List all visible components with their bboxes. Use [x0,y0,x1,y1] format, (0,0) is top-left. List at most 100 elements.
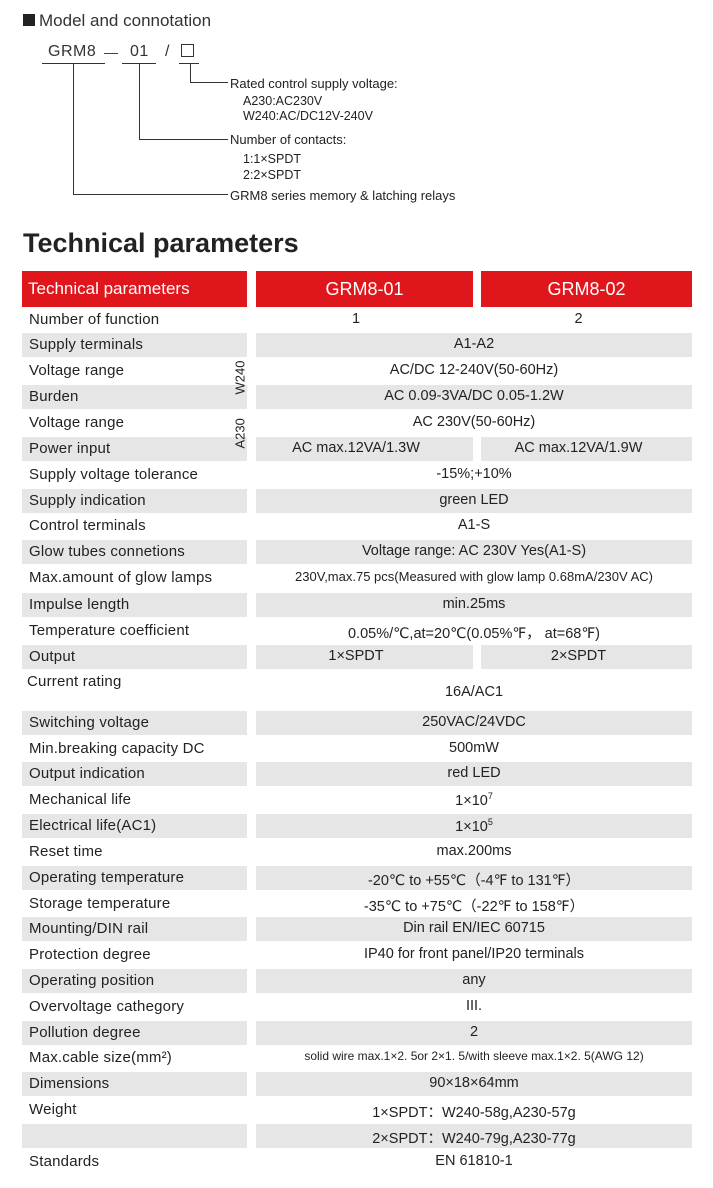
value-text: max.200ms [436,843,512,859]
value-exponent: 5 [487,817,493,827]
voltage-note-w240: W240:AC/DC12V-240V [243,109,373,123]
row-value-bg [256,333,692,357]
value-shared: max.200ms [256,843,692,859]
param-label: Supply terminals [29,336,144,353]
value-text: A1-A2 [453,336,495,352]
contacts-note-1: 1:1×SPDT [243,152,302,166]
param-label: Weight [29,1101,77,1118]
model-code-contacts: 01 [130,43,149,60]
value-grm8-02: 2×SPDT [550,648,607,664]
value-text: 16A/AC1 [444,684,504,700]
value-shared: AC/DC 12-240V(50-60Hz) [256,362,692,378]
value-exponent: 7 [487,791,493,801]
row-value-bg [481,645,692,669]
value-grm8-01: AC max.12VA/1.3W [292,440,420,456]
value-shared: 230V,max.75 pcs(Measured with glow lamp … [256,569,692,584]
value-shared: Din rail EN/IEC 60715 [256,920,692,936]
param-label: Protection degree [29,946,151,963]
value-shared: 2 [256,1024,692,1040]
value-text: 1×SPDT：W240-58g,A230-57g [372,1105,576,1121]
model-code-voltage-box [181,44,194,62]
value-shared: A1-S [256,517,692,533]
model-code-dash: — [104,44,119,60]
series-connector-v [73,63,74,194]
param-label: Electrical life(AC1) [29,817,157,834]
value-shared: 1×SPDT：W240-58g,A230-57g [256,1101,692,1122]
value-text: -20℃ to +55℃（-4℉ to 131℉） [367,873,581,889]
contacts-note-2: 2:2×SPDT [243,168,302,182]
value-text: A1-S [457,517,491,533]
group-label-w240: W240 [232,360,248,395]
row-value-bg [256,917,692,941]
voltage-note-a230: A230:AC230V [243,94,323,108]
tech-section-title: Technical parameters [23,228,299,258]
value-text: any [462,972,486,988]
value-shared: 90×18×64mm [256,1075,692,1091]
value-shared: 2×SPDT：W240-79g,A230-77g [256,1127,692,1148]
row-label-bg [22,762,247,786]
row-value-bg [256,385,692,409]
value-text: EN 61810-1 [435,1153,513,1169]
model-code-slash: / [165,43,170,60]
row-value-bg [256,437,473,461]
row-label-bg [22,437,247,461]
square-bullet-icon [23,14,35,26]
value-shared: green LED [256,492,692,508]
series-connector-h [73,194,228,195]
param-label: Current rating [27,673,122,690]
value-shared: any [256,972,692,988]
voltage-note-title: Rated control supply voltage: [230,76,398,91]
value-text: green LED [439,492,509,508]
row-label-bg [22,333,247,357]
header-grm8-02: GRM8-02 [481,271,692,307]
value-text: 2×SPDT：W240-79g,A230-77g [372,1131,576,1147]
value-shared: 500mW [256,740,692,756]
param-label: Max.cable size(mm²) [29,1049,172,1066]
contacts-connector-v [139,63,140,139]
value-text: III. [465,998,483,1014]
voltage-connector-h [190,82,228,83]
param-label: Voltage range [29,362,125,379]
value-text: AC 0.09-3VA/DC 0.05-1.2W [384,388,564,404]
value-text: -35℃ to +75℃（-22℉ to 158℉） [363,899,585,915]
param-label: Number of function [29,311,160,328]
row-value-bg [256,593,692,617]
model-code-series: GRM8 [48,43,97,60]
header-parameters: Technical parameters [22,271,247,307]
value-shared: -15%;+10% [256,466,692,482]
row-label-bg [22,969,247,993]
value-text: -15%;+10% [436,466,512,482]
row-value-bg [256,866,692,890]
value-shared: Voltage range: AC 230V Yes(A1-S) [256,543,692,559]
model-section-title: Model and connotation [23,11,211,31]
row-value-bg [256,540,692,564]
row-value-bg [256,645,473,669]
row-label-bg [22,1072,247,1096]
param-label: Mounting/DIN rail [29,920,149,937]
param-label: Storage temperature [29,895,171,912]
row-label-bg [22,645,247,669]
param-label: Control terminals [29,517,146,534]
value-text: AC/DC 12-240V(50-60Hz) [389,362,559,378]
model-title-text: Model and connotation [39,11,212,30]
contacts-note-title: Number of contacts: [230,132,347,147]
value-shared: min.25ms [256,596,692,612]
row-label-bg [22,540,247,564]
value-grm8-02: 2 [574,311,583,327]
param-label: Burden [29,388,79,405]
param-label: Supply voltage tolerance [29,466,199,483]
param-label: Power input [29,440,111,457]
voltage-connector-v [190,63,191,82]
row-label-bg [22,593,247,617]
value-text: 1×10 [455,818,488,835]
row-label-bg [22,1124,247,1148]
param-label: Glow tubes connetions [29,543,185,560]
value-text: 1×10 [455,792,488,809]
param-label: Output [29,648,76,665]
param-label: Operating temperature [29,869,185,886]
row-label-bg [22,1021,247,1045]
box-placeholder-icon [181,44,194,57]
param-label: Overvoltage cathegory [29,998,185,1015]
param-label: Max.amount of glow lamps [29,569,213,586]
param-label: Impulse length [29,596,130,613]
